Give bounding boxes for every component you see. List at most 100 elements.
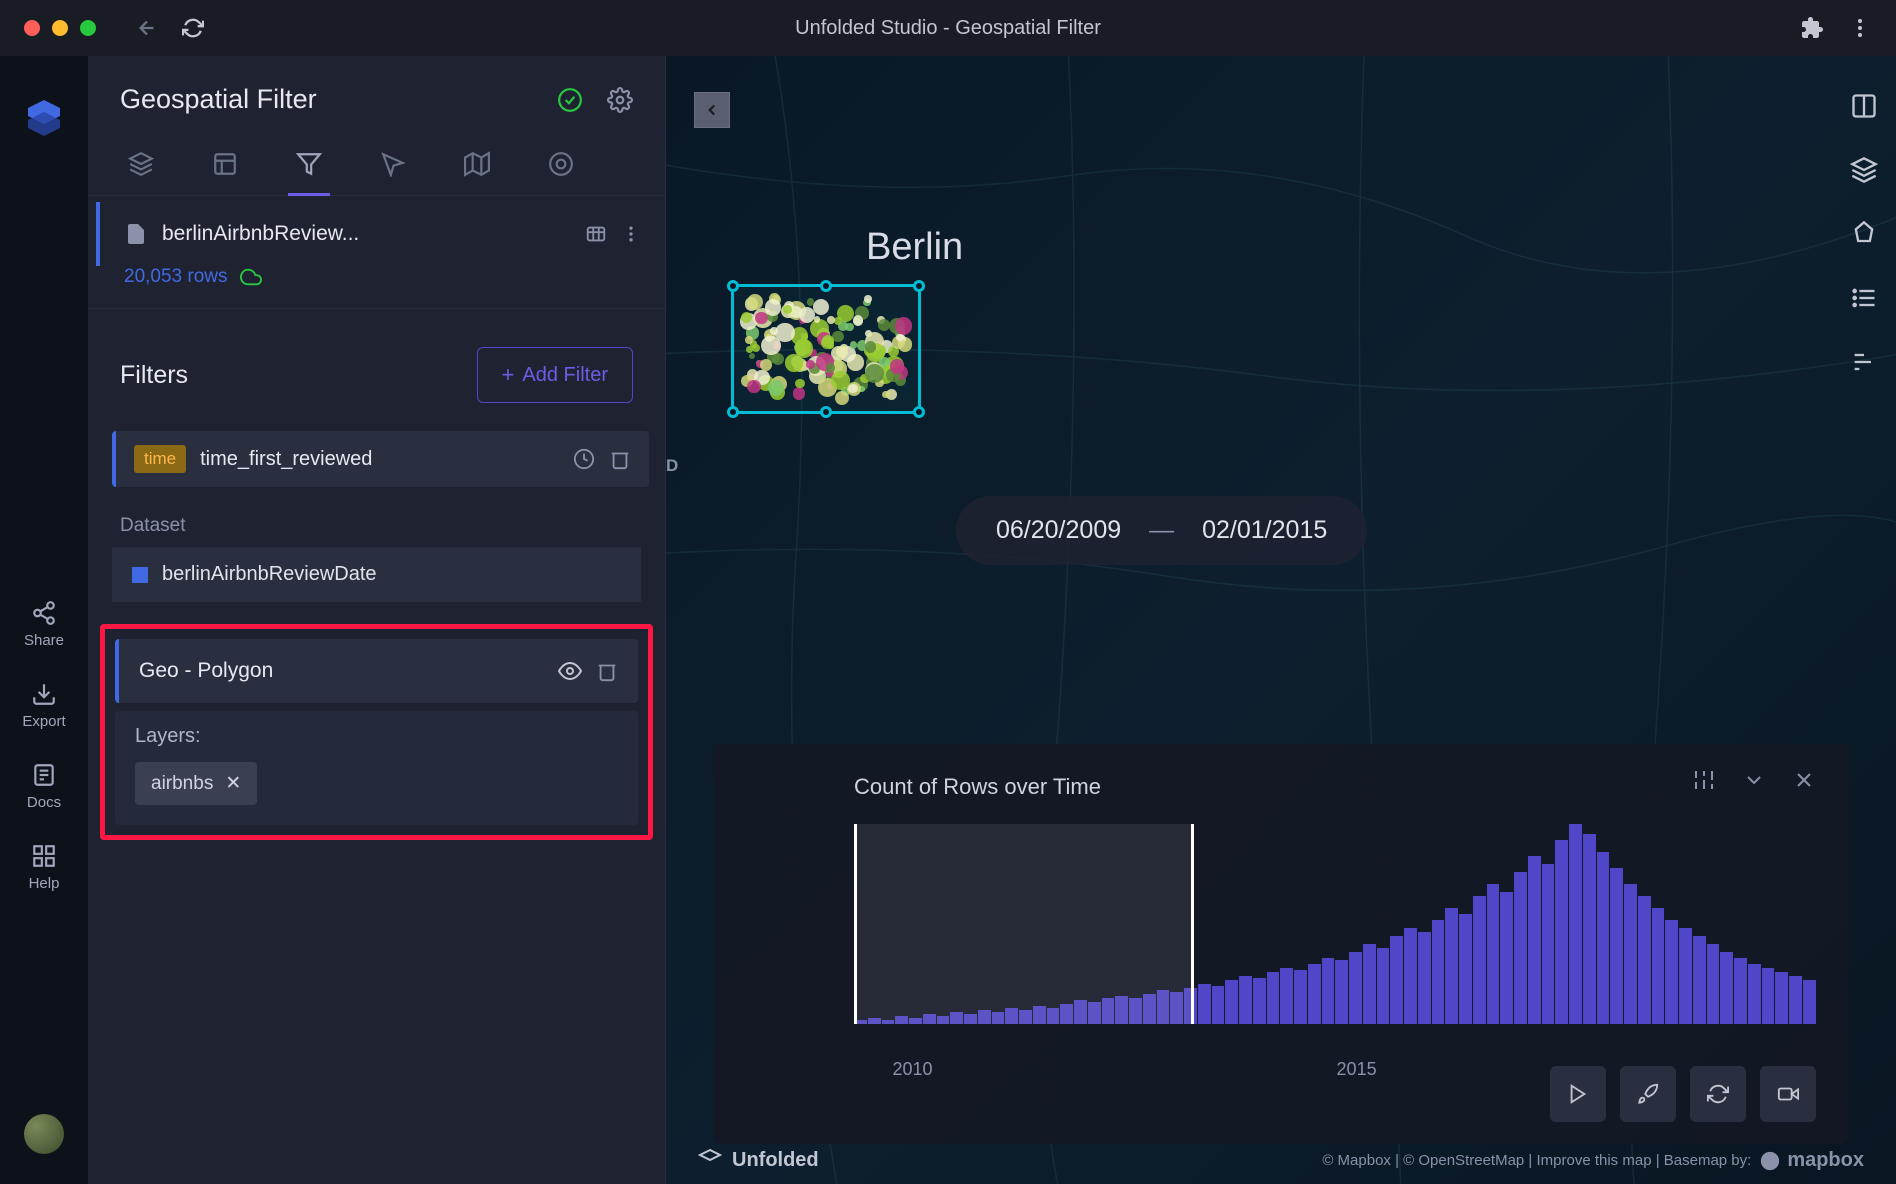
settings-icon[interactable] xyxy=(607,87,633,113)
loop-button[interactable] xyxy=(1690,1066,1746,1122)
map-attribution: © Mapbox | © OpenStreetMap | Improve thi… xyxy=(1322,1149,1864,1172)
dataset-value: berlinAirbnbReviewDate xyxy=(162,563,377,586)
polygon-selection[interactable] xyxy=(731,284,921,414)
add-filter-label: Add Filter xyxy=(522,364,608,387)
export-label: Export xyxy=(22,713,65,730)
timeline-chart[interactable] xyxy=(854,824,1816,1024)
help-label: Help xyxy=(29,875,60,892)
row-count: 20,053 rows xyxy=(88,266,665,308)
time-filter-card[interactable]: time time_first_reviewed xyxy=(112,431,649,487)
resize-handle[interactable] xyxy=(727,280,739,292)
resize-handle[interactable] xyxy=(727,406,739,418)
resize-handle[interactable] xyxy=(913,280,925,292)
geo-filter-card: Geo - Polygon xyxy=(115,639,638,703)
date-to: 02/01/2015 xyxy=(1202,516,1327,545)
close-window[interactable] xyxy=(24,20,40,36)
tab-interactions[interactable] xyxy=(372,139,414,195)
clock-icon[interactable] xyxy=(573,448,595,470)
dataset-selector[interactable]: berlinAirbnbReviewDate xyxy=(112,547,641,602)
tab-filters[interactable] xyxy=(288,139,330,195)
resize-handle[interactable] xyxy=(913,406,925,418)
date-range-pill[interactable]: 06/20/2009 — 02/01/2015 xyxy=(956,496,1367,565)
geo-filter-highlight: Geo - Polygon Layers: airbnbs ✕ xyxy=(100,624,653,840)
map-tools xyxy=(1850,92,1878,376)
axis-label: 2015 xyxy=(1337,1059,1377,1080)
file-icon xyxy=(124,222,148,246)
minimize-window[interactable] xyxy=(52,20,68,36)
unfolded-text: Unfolded xyxy=(732,1149,819,1172)
traffic-lights xyxy=(24,20,96,36)
split-view-icon[interactable] xyxy=(1850,92,1878,120)
tab-basemap[interactable] xyxy=(456,139,498,195)
sidebar-panel: Geospatial Filter berlinAirbnbReview... … xyxy=(88,56,666,1184)
play-button[interactable] xyxy=(1550,1066,1606,1122)
timeline-close-icon[interactable] xyxy=(1792,768,1816,792)
user-avatar[interactable] xyxy=(24,1114,64,1154)
collapse-sidebar-button[interactable] xyxy=(694,92,730,128)
docs-button[interactable]: Docs xyxy=(27,762,61,811)
titlebar: Unfolded Studio - Geospatial Filter xyxy=(0,0,1896,56)
speed-button[interactable] xyxy=(1620,1066,1676,1122)
attribution-text: © Mapbox | © OpenStreetMap | Improve thi… xyxy=(1322,1152,1751,1169)
resize-handle[interactable] xyxy=(820,280,832,292)
nav-arrows xyxy=(136,17,204,39)
record-button[interactable] xyxy=(1760,1066,1816,1122)
draw-polygon-icon[interactable] xyxy=(1850,220,1878,248)
axis-label: 2010 xyxy=(892,1059,932,1080)
filters-section-header: Filters + Add Filter xyxy=(88,309,665,423)
chart-icon[interactable] xyxy=(1850,348,1878,376)
timeline-settings-icon[interactable] xyxy=(1692,768,1716,792)
layer-chip[interactable]: airbnbs ✕ xyxy=(135,762,257,805)
layers-label: Layers: xyxy=(135,725,618,748)
add-filter-button[interactable]: + Add Filter xyxy=(477,347,633,403)
map-canvas[interactable]: D Berlin 06/20/2009 — 02/01/2015 Count o… xyxy=(666,56,1896,1184)
table-icon[interactable] xyxy=(585,223,607,245)
tab-layers[interactable] xyxy=(120,139,162,195)
city-label: Berlin xyxy=(866,226,963,269)
extensions-icon[interactable] xyxy=(1800,16,1824,40)
row-count-text: 20,053 rows xyxy=(124,266,228,288)
help-button[interactable]: Help xyxy=(29,843,60,892)
status-ok-icon xyxy=(557,87,583,113)
layer-chip-label: airbnbs xyxy=(151,773,213,795)
timeline-title: Count of Rows over Time xyxy=(854,774,1101,800)
mapbox-logo: mapbox xyxy=(1759,1149,1864,1172)
dataset-label: Dataset xyxy=(88,499,665,547)
geo-filter-title: Geo - Polygon xyxy=(139,659,544,683)
share-label: Share xyxy=(24,632,64,649)
timeline-collapse-icon[interactable] xyxy=(1742,768,1766,792)
panel-title: Geospatial Filter xyxy=(120,84,317,115)
share-button[interactable]: Share xyxy=(24,600,64,649)
cloud-icon xyxy=(240,266,262,288)
tab-analytics[interactable] xyxy=(540,139,582,195)
3d-icon[interactable] xyxy=(1850,156,1878,184)
visibility-icon[interactable] xyxy=(558,659,582,683)
delete-geo-icon[interactable] xyxy=(596,660,618,682)
tab-columns[interactable] xyxy=(204,139,246,195)
remove-chip-icon[interactable]: ✕ xyxy=(225,772,241,795)
export-button[interactable]: Export xyxy=(22,681,65,730)
dataset-name: berlinAirbnbReview... xyxy=(162,222,571,246)
panel-header: Geospatial Filter xyxy=(88,56,665,127)
time-field-name: time_first_reviewed xyxy=(200,448,559,471)
tab-strip xyxy=(88,127,665,196)
filters-title: Filters xyxy=(120,361,188,390)
dataset-row[interactable]: berlinAirbnbReview... xyxy=(96,202,665,266)
mapbox-text: mapbox xyxy=(1787,1149,1864,1172)
window-title: Unfolded Studio - Geospatial Filter xyxy=(795,17,1101,40)
reload-button[interactable] xyxy=(182,17,204,39)
more-icon[interactable] xyxy=(621,224,641,244)
titlebar-right xyxy=(1800,16,1872,40)
maximize-window[interactable] xyxy=(80,20,96,36)
delete-icon[interactable] xyxy=(609,448,631,470)
unfolded-brand: Unfolded xyxy=(698,1148,819,1172)
time-badge: time xyxy=(134,445,186,473)
app-logo[interactable] xyxy=(22,96,66,140)
timeline-brush[interactable] xyxy=(854,824,1194,1024)
playback-controls xyxy=(1550,1066,1816,1122)
resize-handle[interactable] xyxy=(820,406,832,418)
left-rail: Share Export Docs Help xyxy=(0,56,88,1184)
legend-icon[interactable] xyxy=(1850,284,1878,312)
menu-icon[interactable] xyxy=(1848,16,1872,40)
back-button[interactable] xyxy=(136,17,158,39)
